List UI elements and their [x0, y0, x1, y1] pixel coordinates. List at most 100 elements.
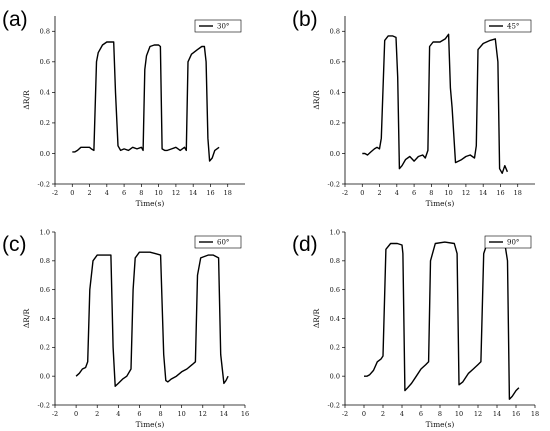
x-tick-label: 6	[419, 410, 423, 418]
x-axis-label: Time(s)	[426, 199, 455, 208]
x-tick-label: -2	[52, 410, 58, 418]
series-line-2-1	[362, 33, 509, 175]
x-tick-label: 0	[362, 410, 366, 418]
y-tick-label: 0.8	[40, 257, 50, 265]
y-tick-label: -0.2	[37, 401, 50, 409]
y-tick-label: 0.2	[330, 119, 340, 127]
legend-label: 45°	[507, 23, 519, 31]
y-tick-label: 1.0	[40, 228, 50, 236]
x-tick-label: 14	[493, 410, 501, 418]
x-tick-label: 8	[429, 189, 433, 197]
x-tick-label: 0	[70, 189, 74, 197]
y-axis-label: ΔR/R	[22, 90, 31, 110]
x-tick-label: 18	[224, 189, 232, 197]
x-tick-label: 14	[220, 410, 228, 418]
y-tick-label: 0.4	[40, 89, 50, 97]
y-tick-label: 0.8	[40, 28, 50, 36]
x-tick-label: 2	[377, 189, 381, 197]
chart-panel-3: (c) -2 0 2 4 6 8 10 12 14 16 -0.2 0.0 0.2 0.4 0.6 0.8 1.0…	[2, 228, 249, 429]
x-tick-label: 6	[137, 410, 141, 418]
panel-label: (a)	[2, 8, 28, 31]
y-tick-label: 0.2	[40, 119, 50, 127]
legend-box	[484, 235, 532, 249]
legend: 90°	[484, 235, 532, 249]
y-axis-label: ΔR/R	[22, 309, 31, 329]
x-tick-label: 4	[116, 410, 120, 418]
x-tick-label: 10	[455, 410, 463, 418]
panel-label: (b)	[292, 8, 318, 31]
y-tick-label: 0.2	[40, 344, 50, 352]
x-tick-label: 0	[74, 410, 78, 418]
x-tick-label: 10	[154, 189, 162, 197]
x-tick-label: 12	[474, 410, 482, 418]
legend-label: 90°	[507, 239, 519, 247]
x-tick-label: 6	[122, 189, 126, 197]
y-tick-label: 0.6	[40, 286, 50, 294]
legend: 30°	[194, 19, 242, 33]
y-tick-label: -0.2	[37, 180, 50, 188]
x-tick-label: -2	[52, 189, 58, 197]
y-tick-label: 0.4	[40, 315, 50, 323]
x-tick-label: 18	[514, 189, 522, 197]
panel-label: (d)	[292, 233, 318, 256]
legend-box	[484, 19, 532, 33]
y-tick-label: 1.0	[330, 228, 340, 236]
x-tick-label: 16	[512, 410, 520, 418]
y-tick-label: 0.2	[330, 344, 340, 352]
x-tick-label: 10	[444, 189, 452, 197]
y-tick-label: 0.6	[40, 58, 50, 66]
x-axis-label: Time(s)	[136, 420, 165, 429]
x-tick-label: 8	[158, 410, 162, 418]
x-tick-label: 0	[360, 189, 364, 197]
x-tick-label: 18	[531, 410, 539, 418]
x-tick-label: 8	[438, 410, 442, 418]
x-tick-label: 2	[95, 410, 99, 418]
x-tick-label: -2	[342, 410, 348, 418]
x-tick-label: 4	[395, 189, 399, 197]
y-tick-label: 0.4	[330, 315, 340, 323]
legend: 60°	[194, 235, 242, 249]
y-tick-label: 0.4	[330, 89, 340, 97]
y-tick-label: 0.0	[40, 150, 50, 158]
legend-label: 60°	[217, 239, 229, 247]
x-tick-label: 14	[479, 189, 487, 197]
x-axis-label: Time(s)	[136, 199, 165, 208]
legend-label: 30°	[217, 23, 229, 31]
x-tick-label: 2	[87, 189, 91, 197]
y-tick-label: 0.0	[330, 150, 340, 158]
x-tick-label: 12	[199, 410, 207, 418]
x-tick-label: 8	[139, 189, 143, 197]
legend: 45°	[484, 19, 532, 33]
y-tick-label: 0.0	[330, 372, 340, 380]
x-tick-label: 16	[496, 189, 504, 197]
y-tick-label: 0.6	[330, 286, 340, 294]
y-tick-label: 0.8	[330, 28, 340, 36]
x-tick-label: 12	[462, 189, 470, 197]
y-tick-label: -0.2	[327, 180, 340, 188]
chart-panel-4: (d) -2 0 2 4 6 8 10 12 14 16 18 -0.2 0.0 0.2 0.4 0.6 0.8 1…	[292, 228, 539, 429]
x-tick-label: 16	[206, 189, 214, 197]
series-line-3-1	[75, 251, 229, 387]
chart-panel-1: (a) -2 0 2 4 6 8 10 12 14 16 18 -0.2 0.0 0.2 0.4 0.6 0.8 T…	[2, 8, 245, 208]
y-axis-label: ΔR/R	[312, 309, 321, 329]
panel-label: (c)	[2, 233, 27, 256]
x-tick-label: 14	[189, 189, 197, 197]
x-tick-label: 4	[105, 189, 109, 197]
y-tick-label: 0.6	[330, 58, 340, 66]
legend-box	[194, 19, 242, 33]
y-axis-label: ΔR/R	[312, 90, 321, 110]
series-line-1-1	[72, 41, 220, 162]
x-tick-label: 6	[412, 189, 416, 197]
x-axis-label: Time(s)	[426, 420, 455, 429]
y-tick-label: -0.2	[327, 401, 340, 409]
x-tick-label: 10	[178, 410, 186, 418]
x-tick-label: 2	[381, 410, 385, 418]
chart-panel-2: (b) -2 0 2 4 6 8 10 12 14 16 18 -0.2 0.0 0.2 0.4 0.6 0.8 T…	[292, 8, 535, 208]
x-tick-label: -2	[342, 189, 348, 197]
x-tick-label: 12	[172, 189, 180, 197]
y-tick-label: 0.8	[330, 257, 340, 265]
series-line-4-1	[364, 239, 520, 400]
y-tick-label: 0.0	[40, 372, 50, 380]
x-tick-label: 4	[400, 410, 404, 418]
